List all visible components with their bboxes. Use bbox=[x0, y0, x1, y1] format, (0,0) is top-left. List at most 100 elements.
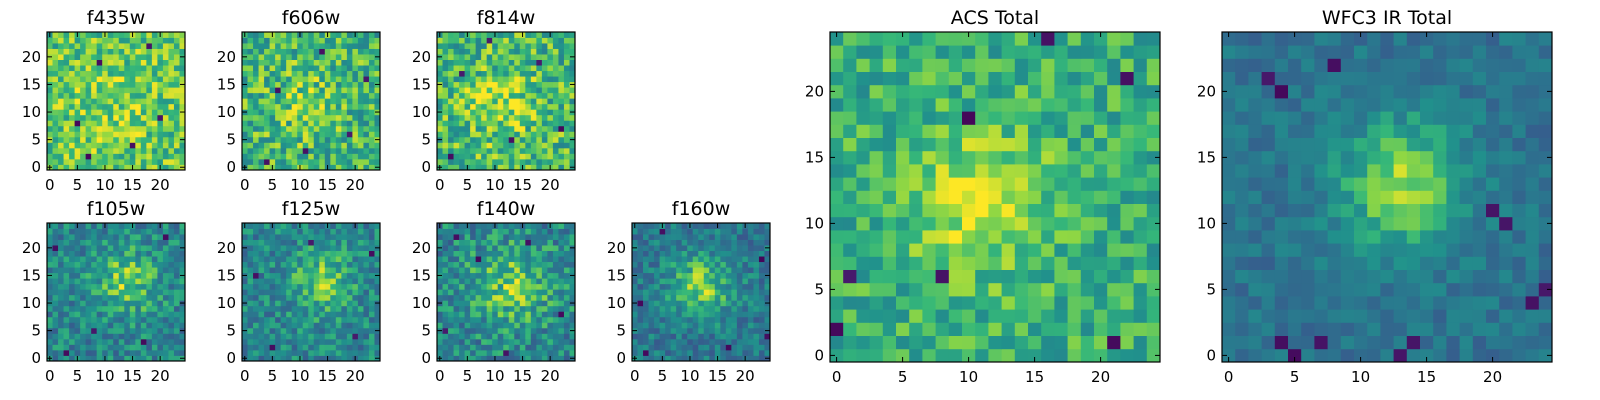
heatmap-cell bbox=[275, 43, 282, 49]
heatmap-cell bbox=[492, 322, 499, 329]
heatmap-cell bbox=[91, 59, 98, 66]
heatmap-cell bbox=[720, 355, 727, 362]
heatmap-cell bbox=[492, 300, 499, 307]
heatmap-cell bbox=[297, 76, 304, 83]
heatmap-cell bbox=[352, 272, 359, 279]
heatmap-cell bbox=[448, 37, 454, 44]
heatmap-cell bbox=[135, 43, 142, 49]
heatmap-cell bbox=[670, 256, 677, 263]
heatmap-cell bbox=[247, 37, 254, 44]
heatmap-cell bbox=[475, 43, 482, 49]
x-tick-label: 5 bbox=[268, 367, 278, 385]
heatmap-cell bbox=[324, 261, 331, 268]
heatmap-cell bbox=[442, 322, 449, 329]
heatmap-cell bbox=[464, 256, 471, 263]
heatmap-cell bbox=[448, 43, 454, 49]
heatmap-cell bbox=[654, 223, 660, 229]
heatmap-cell bbox=[869, 243, 884, 257]
heatmap-cell bbox=[374, 344, 381, 351]
heatmap-cell bbox=[481, 59, 488, 66]
heatmap-cell bbox=[725, 327, 732, 334]
heatmap-cell bbox=[1067, 282, 1082, 297]
heatmap-cell bbox=[481, 355, 488, 362]
heatmap-cell bbox=[118, 234, 125, 240]
heatmap-cell bbox=[563, 223, 570, 229]
heatmap-cell bbox=[547, 228, 554, 235]
heatmap-cell bbox=[1107, 164, 1121, 178]
heatmap-cell bbox=[475, 164, 482, 171]
y-tick-label: 5 bbox=[226, 131, 236, 149]
heatmap-cell bbox=[731, 289, 738, 296]
heatmap-cell bbox=[168, 48, 175, 55]
heatmap-cell bbox=[269, 305, 276, 312]
heatmap-cell bbox=[335, 311, 342, 318]
heatmap-cell bbox=[470, 267, 477, 274]
heatmap-cell bbox=[118, 283, 125, 290]
heatmap-cell bbox=[703, 349, 710, 356]
heatmap-cell bbox=[374, 131, 381, 138]
heatmap-cell bbox=[280, 32, 287, 38]
heatmap-cell bbox=[118, 76, 125, 83]
heatmap-cell bbox=[135, 228, 142, 235]
heatmap-cell bbox=[1146, 216, 1161, 231]
heatmap-cell bbox=[162, 59, 169, 66]
heatmap-cell bbox=[709, 289, 716, 296]
heatmap-cell bbox=[547, 250, 554, 257]
heatmap-cell bbox=[162, 355, 169, 362]
heatmap-cell bbox=[341, 70, 348, 77]
heatmap-cell bbox=[352, 322, 359, 329]
heatmap-cell bbox=[297, 234, 304, 240]
heatmap-cell bbox=[135, 164, 142, 171]
heatmap-cell bbox=[442, 355, 449, 362]
heatmap-cell bbox=[63, 283, 70, 290]
heatmap-cell bbox=[374, 333, 381, 340]
heatmap-cell bbox=[470, 125, 477, 132]
heatmap-cell bbox=[725, 261, 732, 268]
heatmap-cell bbox=[58, 92, 64, 99]
heatmap-cell bbox=[731, 272, 738, 279]
heatmap-cell bbox=[247, 333, 254, 340]
heatmap-cell bbox=[280, 272, 287, 279]
heatmap-cell bbox=[352, 109, 359, 116]
heatmap-cell bbox=[253, 70, 259, 77]
heatmap-cell bbox=[648, 239, 655, 246]
heatmap-cell bbox=[275, 114, 282, 121]
heatmap-cell bbox=[107, 228, 114, 235]
heatmap-cell bbox=[896, 190, 910, 204]
heatmap-cell bbox=[503, 158, 510, 165]
heatmap-cell bbox=[541, 267, 548, 274]
heatmap-cell bbox=[102, 239, 109, 246]
heatmap-cell bbox=[52, 294, 59, 301]
heatmap-cell bbox=[58, 300, 64, 307]
heatmap-cell bbox=[146, 245, 153, 251]
heatmap-cell bbox=[330, 109, 337, 116]
heatmap-cell bbox=[151, 158, 158, 165]
heatmap-cell bbox=[497, 114, 504, 121]
heatmap-cell bbox=[242, 131, 248, 138]
heatmap-cell bbox=[508, 283, 515, 290]
heatmap-cell bbox=[58, 256, 64, 263]
heatmap-cell bbox=[830, 216, 844, 231]
heatmap-cell bbox=[492, 344, 499, 351]
heatmap-cell bbox=[486, 245, 493, 251]
heatmap-cell bbox=[459, 109, 465, 116]
heatmap-cell bbox=[525, 322, 532, 329]
heatmap-cell bbox=[541, 256, 548, 263]
heatmap-cell bbox=[157, 153, 164, 160]
heatmap-cell bbox=[541, 355, 548, 362]
heatmap-cell bbox=[291, 245, 298, 251]
heatmap-cell bbox=[302, 136, 309, 143]
heatmap-cell bbox=[731, 234, 738, 240]
heatmap-cell bbox=[157, 92, 164, 99]
heatmap-cell bbox=[124, 333, 131, 340]
heatmap-cell bbox=[253, 59, 259, 66]
heatmap-cell bbox=[742, 234, 749, 240]
heatmap-cell bbox=[503, 311, 510, 318]
heatmap-cell bbox=[731, 344, 738, 351]
heatmap-cell bbox=[896, 203, 910, 218]
heatmap-cell bbox=[335, 300, 342, 307]
heatmap-cell bbox=[286, 234, 293, 240]
heatmap-cell bbox=[736, 294, 743, 301]
heatmap-cell bbox=[497, 327, 504, 334]
heatmap-cell bbox=[448, 289, 454, 296]
